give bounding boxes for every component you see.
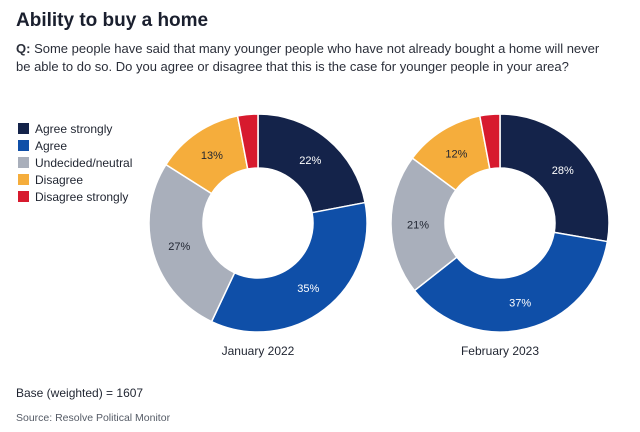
legend-swatch	[18, 123, 29, 134]
donut-label-1-3: 12%	[445, 149, 467, 161]
donut-label-0-1: 35%	[297, 283, 319, 295]
base-note: Base (weighted) = 1607	[16, 386, 144, 400]
legend-item-agree: Agree	[18, 137, 132, 154]
donut-label-0-0: 22%	[299, 155, 321, 167]
question-text: Q: Some people have said that many young…	[16, 40, 616, 76]
legend: Agree strongly Agree Undecided/neutral D…	[18, 120, 132, 205]
legend-swatch	[18, 174, 29, 185]
donut-segment-0-1	[210, 201, 368, 333]
legend-item-disagree-strongly: Disagree strongly	[18, 188, 132, 205]
legend-label: Disagree strongly	[35, 189, 129, 204]
legend-label: Agree strongly	[35, 121, 113, 136]
donut-segment-0-2	[148, 163, 236, 323]
donut-segment-0-0	[257, 113, 366, 214]
legend-swatch	[18, 140, 29, 151]
donut-segment-1-4	[478, 113, 501, 170]
donut-label-1-1: 37%	[509, 297, 531, 309]
chart-title: Ability to buy a home	[16, 10, 209, 31]
legend-swatch	[18, 157, 29, 168]
donut-segment-1-1	[413, 231, 609, 333]
legend-item-disagree: Disagree	[18, 171, 132, 188]
question-prefix: Q:	[16, 41, 31, 56]
donut-segment-1-2	[390, 157, 458, 292]
donut-label-1-2: 21%	[407, 219, 429, 231]
source-note: Source: Resolve Political Monitor	[16, 412, 171, 424]
legend-label: Disagree	[35, 172, 84, 187]
chart-caption-jan-2022: January 2022	[221, 344, 295, 358]
donut-segment-1-0	[499, 113, 610, 243]
legend-label: Undecided/neutral	[35, 155, 133, 170]
chart-caption-feb-2023: February 2023	[460, 344, 540, 358]
legend-label: Agree	[35, 138, 68, 153]
donut-label-0-2: 27%	[168, 241, 190, 253]
legend-item-undecided: Undecided/neutral	[18, 154, 132, 171]
donut-label-0-3: 13%	[201, 150, 223, 162]
question-body: Some people have said that many younger …	[16, 41, 600, 74]
donut-label-1-0: 28%	[552, 165, 574, 177]
donut-segment-0-4	[236, 113, 259, 170]
legend-swatch	[18, 191, 29, 202]
legend-item-agree-strongly: Agree strongly	[18, 120, 132, 137]
